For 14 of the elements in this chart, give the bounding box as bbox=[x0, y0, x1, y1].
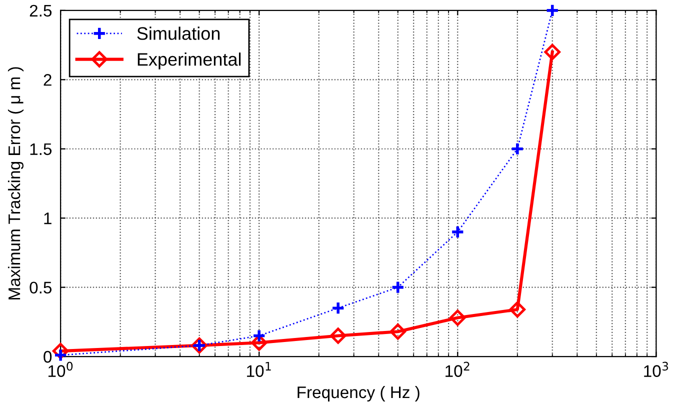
x-tick-label: 10$^{0}$ bbox=[48, 362, 73, 377]
y-axis-title: Maximum Tracking Error ( μ m ) bbox=[8, 67, 24, 300]
x-axis-title: Frequency ( Hz ) bbox=[298, 386, 420, 402]
y-tick-label: 0.5 bbox=[30, 282, 52, 294]
legend-label: Experimental bbox=[138, 52, 241, 70]
y-tick-label: 2 bbox=[44, 74, 52, 86]
x-tick-label: 10$^{2}$ bbox=[446, 362, 470, 377]
y-tick-label: 1.5 bbox=[30, 143, 52, 156]
y-tick-label: 1 bbox=[44, 212, 52, 224]
legend-label: Simulation bbox=[137, 26, 220, 40]
y-tick-label: 2.5 bbox=[30, 4, 52, 17]
x-tick-label: 10$^{1}$ bbox=[247, 362, 271, 377]
x-tick-label: 10$^{3}$ bbox=[644, 362, 668, 377]
y-tick-label: 0 bbox=[44, 350, 52, 363]
